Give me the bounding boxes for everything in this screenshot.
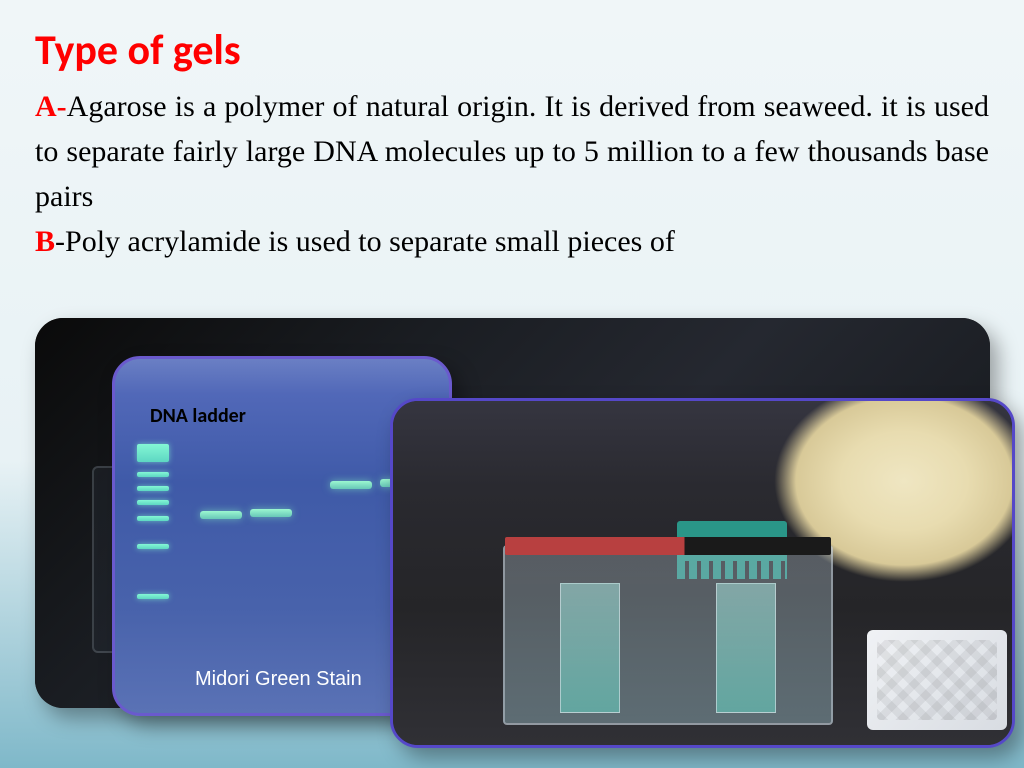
body-paragraph: A-Agarose is a polymer of natural origin…: [0, 84, 1024, 264]
tube-rack: [867, 630, 1007, 730]
slide-title: Type of gels: [0, 0, 1024, 84]
image-stack: DNA ladder Midori Green Stain: [0, 308, 1024, 768]
gel-band: [137, 472, 169, 477]
text-b: -Poly acrylamide is used to separate sma…: [55, 225, 675, 258]
dna-ladder-label: DNA ladder: [150, 404, 246, 428]
electrophoresis-tank: [503, 545, 833, 725]
stain-label: Midori Green Stain: [195, 668, 362, 691]
gel-loading-photo: [390, 398, 1015, 748]
electrode-left: [583, 502, 588, 547]
gel-plate-right: [716, 583, 776, 713]
gel-band: [137, 486, 169, 491]
gel-band: [330, 481, 372, 489]
text-a: Agarose is a polymer of natural origin. …: [35, 90, 989, 213]
gel-band: [137, 544, 169, 549]
gel-band: [137, 516, 169, 521]
gel-band: [250, 509, 292, 517]
dna-ladder-lane: [137, 444, 169, 644]
electrode-right: [748, 502, 753, 547]
gel-band: [137, 500, 169, 505]
prefix-a: A-: [35, 90, 67, 123]
gel-plate-left: [560, 583, 620, 713]
gel-band: [137, 594, 169, 599]
gel-band: [200, 511, 242, 519]
prefix-b: B: [35, 225, 55, 258]
gel-band: [137, 444, 169, 462]
